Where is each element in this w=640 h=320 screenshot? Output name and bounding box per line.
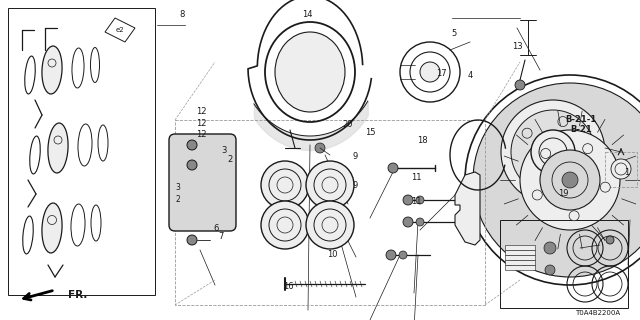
Bar bbox=[505, 245, 535, 250]
Circle shape bbox=[187, 160, 197, 170]
Circle shape bbox=[545, 265, 555, 275]
Text: 6: 6 bbox=[213, 224, 218, 233]
FancyBboxPatch shape bbox=[169, 134, 236, 231]
Ellipse shape bbox=[275, 32, 345, 112]
Text: 12: 12 bbox=[196, 119, 207, 128]
Ellipse shape bbox=[42, 46, 62, 94]
Text: 12: 12 bbox=[196, 108, 207, 116]
Circle shape bbox=[416, 218, 424, 226]
Bar bbox=[505, 265, 535, 270]
Bar bbox=[500, 220, 628, 308]
Circle shape bbox=[600, 182, 611, 192]
Ellipse shape bbox=[48, 123, 68, 173]
Text: 2: 2 bbox=[175, 196, 180, 204]
Circle shape bbox=[261, 201, 309, 249]
Circle shape bbox=[606, 236, 614, 244]
Text: B-21: B-21 bbox=[570, 125, 592, 134]
Text: 4: 4 bbox=[468, 71, 473, 80]
Bar bbox=[8, 8, 155, 295]
Circle shape bbox=[416, 196, 424, 204]
Text: B-21-1: B-21-1 bbox=[566, 116, 596, 124]
Text: 5: 5 bbox=[452, 29, 457, 38]
Circle shape bbox=[420, 62, 440, 82]
Circle shape bbox=[315, 143, 325, 153]
Circle shape bbox=[531, 130, 575, 174]
Text: e2: e2 bbox=[116, 27, 124, 33]
Circle shape bbox=[611, 159, 631, 179]
Text: 9: 9 bbox=[353, 152, 358, 161]
Text: 17: 17 bbox=[436, 69, 447, 78]
Text: 18: 18 bbox=[417, 136, 428, 145]
Circle shape bbox=[541, 148, 550, 158]
Circle shape bbox=[582, 144, 593, 154]
Text: 3: 3 bbox=[221, 146, 227, 155]
Text: 13: 13 bbox=[512, 42, 522, 51]
Text: 10: 10 bbox=[328, 250, 338, 259]
Ellipse shape bbox=[42, 203, 62, 253]
Text: 8: 8 bbox=[180, 10, 185, 19]
Circle shape bbox=[544, 242, 556, 254]
Text: 9: 9 bbox=[353, 181, 358, 190]
Bar bbox=[175, 120, 485, 305]
Circle shape bbox=[306, 201, 354, 249]
Text: T0A4B2200A: T0A4B2200A bbox=[575, 310, 620, 316]
Text: 16: 16 bbox=[283, 282, 293, 291]
Circle shape bbox=[179, 195, 186, 202]
Circle shape bbox=[388, 163, 398, 173]
Text: 12: 12 bbox=[196, 130, 207, 139]
Text: 11: 11 bbox=[411, 197, 421, 206]
Circle shape bbox=[187, 235, 197, 245]
Circle shape bbox=[306, 161, 354, 209]
Circle shape bbox=[187, 140, 197, 150]
Circle shape bbox=[501, 100, 605, 204]
Circle shape bbox=[179, 181, 187, 189]
Text: 15: 15 bbox=[365, 128, 375, 137]
Circle shape bbox=[562, 172, 578, 188]
Circle shape bbox=[511, 110, 595, 194]
Circle shape bbox=[386, 250, 396, 260]
Text: 14: 14 bbox=[302, 10, 312, 19]
Text: 19: 19 bbox=[558, 189, 568, 198]
Text: FR.: FR. bbox=[68, 290, 88, 300]
Text: 11: 11 bbox=[411, 173, 421, 182]
Circle shape bbox=[403, 195, 413, 205]
Bar bbox=[505, 250, 535, 255]
Text: 20: 20 bbox=[342, 120, 353, 129]
Circle shape bbox=[532, 190, 542, 200]
Circle shape bbox=[399, 251, 407, 259]
Circle shape bbox=[473, 83, 640, 277]
Text: 2: 2 bbox=[228, 156, 233, 164]
Polygon shape bbox=[455, 172, 480, 245]
Circle shape bbox=[403, 217, 413, 227]
Text: 3: 3 bbox=[175, 183, 180, 193]
Circle shape bbox=[261, 161, 309, 209]
Circle shape bbox=[515, 80, 525, 90]
Bar bbox=[605, 152, 637, 187]
Circle shape bbox=[569, 211, 579, 221]
Bar bbox=[505, 260, 535, 265]
Circle shape bbox=[520, 130, 620, 230]
Circle shape bbox=[540, 150, 600, 210]
Text: 1: 1 bbox=[625, 168, 630, 177]
Bar bbox=[505, 255, 535, 260]
Text: 7: 7 bbox=[218, 232, 223, 241]
